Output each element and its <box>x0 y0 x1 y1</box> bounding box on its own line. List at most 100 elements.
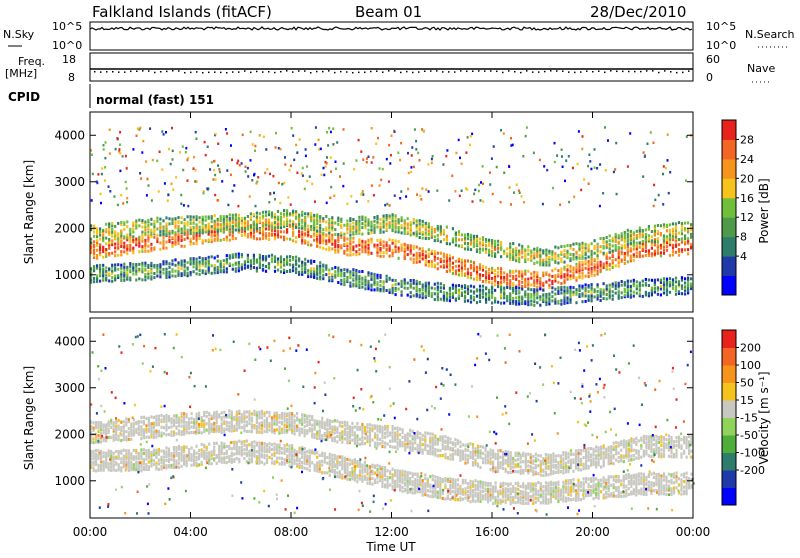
power-cell <box>636 280 638 283</box>
power-cell <box>343 162 345 165</box>
power-cell <box>220 260 222 263</box>
power-frame <box>90 112 693 312</box>
power-cell <box>509 242 511 245</box>
velocity-cell <box>314 428 316 431</box>
power-cell <box>165 216 167 219</box>
power-cell <box>669 254 671 257</box>
power-cell <box>167 200 169 203</box>
power-cell <box>193 242 195 245</box>
power-cell <box>371 127 373 130</box>
velocity-cell <box>170 430 172 433</box>
power-cell <box>295 226 297 229</box>
power-cell <box>120 250 122 253</box>
power-cell <box>569 301 571 304</box>
power-cell <box>332 128 334 131</box>
power-cell <box>251 179 253 182</box>
power-cell <box>325 233 327 236</box>
power-cell <box>262 268 264 271</box>
power-cell <box>648 279 650 282</box>
power-cell <box>431 162 433 165</box>
power-cell <box>654 252 656 255</box>
power-cell <box>316 222 318 225</box>
power-cell <box>591 283 593 286</box>
velocity-cell <box>309 415 311 418</box>
velocity-cell <box>570 459 572 462</box>
power-cell <box>370 252 372 255</box>
nave-dot <box>178 70 180 72</box>
power-cell <box>654 225 656 228</box>
power-cell <box>500 291 502 294</box>
power-cell <box>572 243 574 246</box>
velocity-cell <box>515 459 517 462</box>
power-cell <box>616 193 618 196</box>
power-cell <box>137 127 139 129</box>
power-cell <box>150 229 152 232</box>
power-cell <box>437 295 439 298</box>
velocity-cell <box>495 456 497 459</box>
power-cell <box>326 156 328 159</box>
velocity-cell <box>562 457 564 460</box>
velocity-cell <box>419 443 421 446</box>
power-cell <box>99 267 101 270</box>
power-cell <box>488 249 490 252</box>
power-cell <box>621 237 623 240</box>
power-cell <box>437 238 439 241</box>
power-cell <box>229 233 231 236</box>
power-cell <box>557 257 559 260</box>
power-cell <box>383 240 385 243</box>
power-cell <box>408 172 410 175</box>
velocity-cell <box>397 427 399 430</box>
power-cell <box>413 279 415 282</box>
power-cell <box>181 234 183 237</box>
velocity-cell <box>314 433 316 436</box>
velocity-cell <box>427 444 429 447</box>
power-cell <box>509 287 511 290</box>
power-cell <box>190 229 192 232</box>
power-cell <box>307 225 309 228</box>
velocity-cell <box>507 454 509 457</box>
velocity-cell <box>221 411 223 414</box>
power-cell <box>320 148 322 151</box>
power-cell <box>627 280 629 283</box>
power-cell <box>407 152 409 155</box>
velocity-cell <box>427 450 429 453</box>
power-cell <box>250 159 252 162</box>
velocity-cell <box>464 448 466 451</box>
velocity-cell <box>258 411 260 414</box>
power-cell <box>395 217 397 220</box>
power-cell <box>404 278 406 281</box>
power-cell <box>662 173 664 176</box>
power-cell <box>395 220 397 223</box>
power-cell <box>337 249 339 252</box>
power-cell <box>494 269 496 272</box>
nave-dot <box>484 70 486 72</box>
velocity-cell <box>173 419 175 422</box>
power-cell <box>331 267 333 270</box>
velocity-cell <box>316 430 318 433</box>
power-cell <box>286 228 288 231</box>
power-cell <box>165 230 167 233</box>
velocity-cell <box>522 460 524 463</box>
power-cell <box>428 237 430 240</box>
power-cell <box>597 246 599 249</box>
power-cell <box>184 238 186 241</box>
power-cell <box>591 250 593 253</box>
velocity-cell <box>294 424 296 427</box>
power-cell <box>539 298 541 301</box>
velocity-cell <box>286 429 288 432</box>
power-cell <box>259 216 261 219</box>
velocity-cell <box>183 424 185 427</box>
power-cell <box>389 255 391 258</box>
power-cell <box>672 287 674 290</box>
power-cell <box>358 225 360 228</box>
power-cell <box>401 231 403 234</box>
power-cell <box>491 267 493 270</box>
power-cell <box>621 250 623 253</box>
power-cell <box>265 232 267 235</box>
power-cell <box>554 280 556 283</box>
power-cell <box>250 264 252 267</box>
nave-dot <box>616 71 618 73</box>
power-cell <box>211 255 213 258</box>
velocity-cell <box>281 412 283 415</box>
nave-dot <box>376 70 378 72</box>
